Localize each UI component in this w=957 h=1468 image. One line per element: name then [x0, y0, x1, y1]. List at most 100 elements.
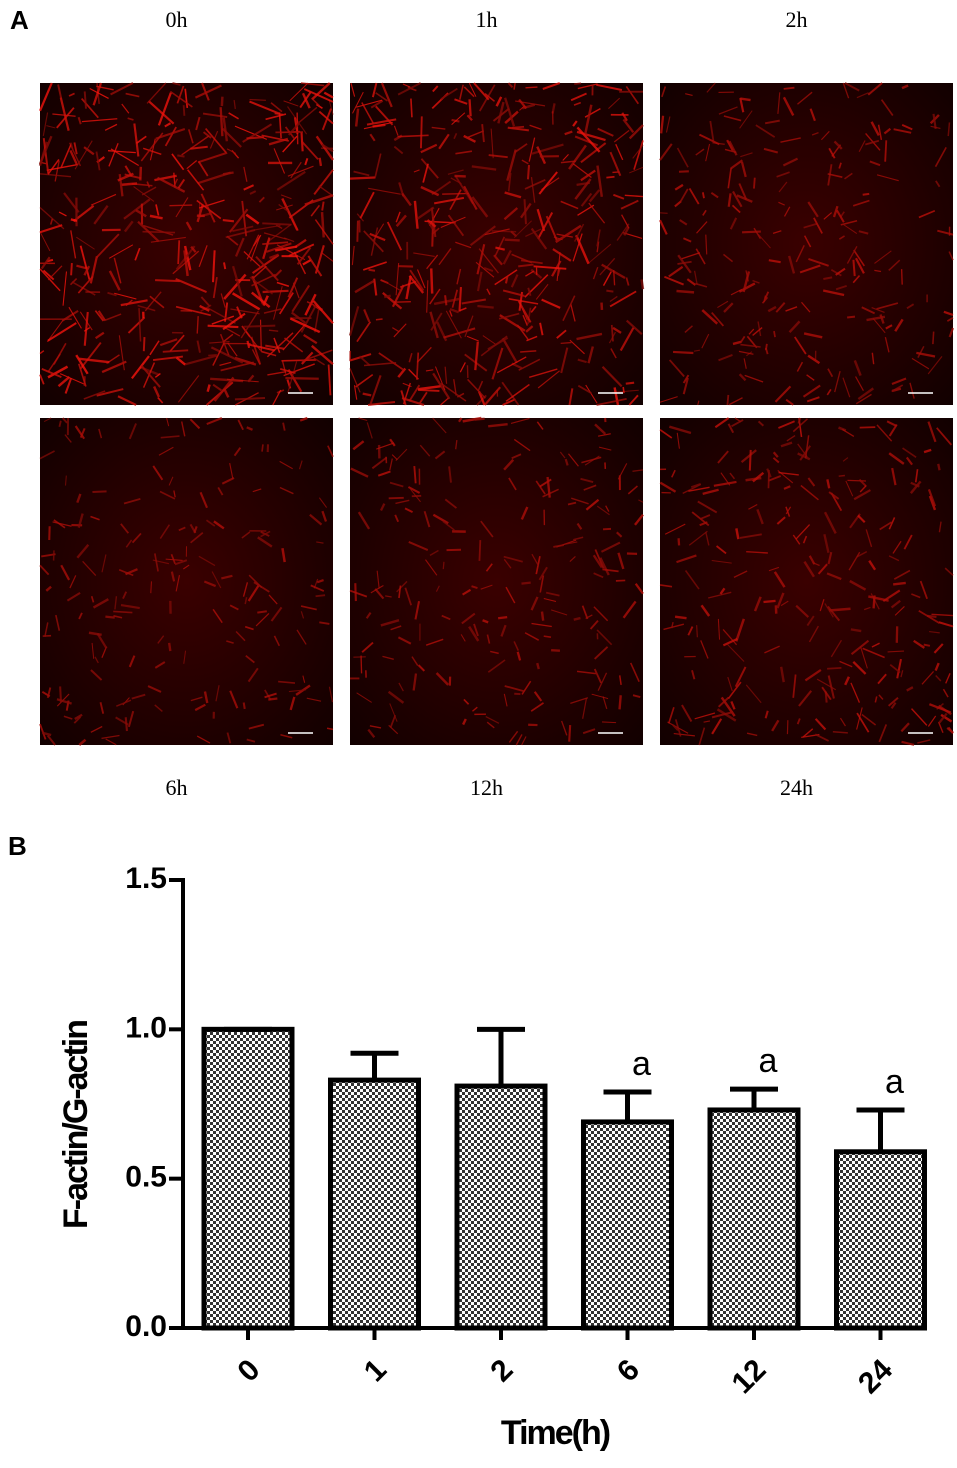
fiber: [536, 146, 547, 165]
fiber: [60, 144, 72, 168]
fiber: [164, 122, 172, 128]
fiber: [434, 450, 446, 460]
fiber: [539, 322, 544, 336]
fiber: [852, 259, 856, 277]
fiber: [616, 531, 623, 538]
fiber: [536, 662, 540, 670]
fiber: [856, 550, 868, 558]
fiber: [816, 678, 837, 691]
fiber: [321, 510, 328, 522]
fiber: [557, 268, 561, 277]
fiber: [156, 176, 186, 193]
fiber: [158, 446, 174, 456]
fiber: [262, 222, 292, 226]
fiber: [113, 257, 122, 284]
fiber: [432, 372, 451, 400]
fiber: [155, 279, 180, 283]
fiber: [374, 153, 382, 179]
fiber: [768, 259, 781, 264]
fiber: [420, 158, 439, 179]
fiber: [268, 594, 278, 605]
fiber: [249, 190, 257, 195]
fiber: [42, 137, 50, 174]
x-tick-label: 2: [484, 1353, 519, 1388]
fiber: [61, 417, 68, 424]
fiber: [593, 668, 602, 684]
fiber: [535, 480, 546, 495]
fiber: [467, 378, 486, 399]
fiber: [688, 530, 708, 546]
fiber: [835, 284, 847, 291]
fiber: [634, 583, 644, 595]
fiber: [261, 350, 277, 357]
fiber: [425, 559, 438, 576]
fiber: [170, 571, 176, 582]
fiber: [221, 476, 235, 485]
fiber: [200, 296, 211, 308]
fiber: [705, 234, 708, 255]
fiber: [418, 389, 440, 392]
fiber: [625, 277, 630, 286]
fiber: [752, 279, 760, 284]
fiber: [597, 672, 608, 691]
fiber: [187, 169, 205, 191]
fiber: [671, 469, 676, 478]
fiber: [833, 140, 843, 150]
fiber: [287, 277, 299, 298]
fiber: [948, 251, 954, 261]
fiber: [597, 127, 614, 137]
fiber: [327, 364, 332, 396]
fiber: [262, 237, 271, 260]
fiber: [279, 486, 294, 495]
fiber: [193, 526, 198, 534]
fiber: [408, 384, 421, 402]
fiber: [506, 149, 517, 182]
fiber: [596, 398, 627, 406]
fiber: [313, 357, 325, 366]
fiber: [296, 629, 307, 645]
fiber: [299, 416, 308, 422]
fiber: [246, 340, 251, 349]
fiber: [55, 614, 61, 631]
fiber: [201, 82, 210, 101]
fiber: [748, 328, 755, 335]
y-tick-label: 1.5: [125, 862, 167, 895]
fiber: [507, 126, 530, 132]
fiber: [57, 84, 62, 98]
image-background: [40, 418, 333, 745]
fiber: [834, 370, 841, 393]
fiber: [677, 260, 692, 265]
fiber: [711, 710, 734, 719]
fiber: [874, 696, 878, 703]
fiber: [580, 142, 607, 164]
fiber: [101, 554, 107, 573]
fiber: [258, 196, 265, 203]
fiber: [811, 132, 819, 136]
fiber: [884, 336, 890, 353]
fiber: [521, 736, 527, 746]
fiber: [775, 302, 786, 313]
fiber: [592, 266, 599, 280]
fiber: [514, 143, 528, 154]
fiber: [577, 358, 587, 364]
fiber: [228, 112, 239, 120]
fiber: [215, 685, 220, 702]
fiber: [824, 603, 834, 618]
fiber: [101, 734, 120, 740]
fiber: [587, 346, 594, 364]
fiber: [524, 632, 540, 641]
fiber: [508, 298, 539, 305]
fiber: [46, 734, 56, 746]
fiber: [420, 143, 438, 154]
fiber: [838, 474, 845, 477]
fiber: [435, 672, 450, 686]
fiber: [591, 693, 609, 700]
fiber: [511, 125, 525, 129]
fiber: [355, 373, 374, 388]
fiber: [570, 697, 589, 704]
fiber: [601, 721, 617, 724]
fiber: [309, 513, 323, 526]
fiber: [431, 126, 446, 130]
fiber: [264, 692, 277, 699]
fiber: [122, 591, 128, 600]
